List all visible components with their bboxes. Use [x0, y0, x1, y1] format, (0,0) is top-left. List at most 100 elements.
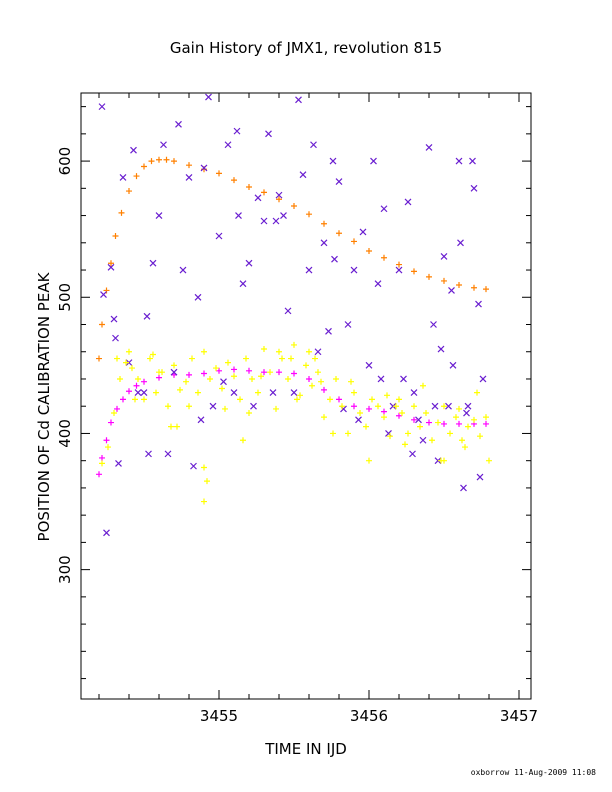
data-point [365, 361, 373, 369]
data-point [396, 396, 402, 403]
data-point [410, 389, 418, 397]
data-point [305, 266, 313, 274]
data-point [107, 263, 115, 271]
data-point [447, 430, 453, 437]
data-point [115, 459, 122, 467]
data-point [246, 183, 252, 190]
data-point [177, 386, 183, 393]
data-point [460, 484, 467, 492]
data-point [175, 120, 182, 128]
data-point [288, 355, 294, 362]
data-point [155, 212, 163, 219]
data-point [216, 170, 222, 177]
data-point [190, 462, 197, 470]
data-point [246, 410, 252, 417]
x-axis-label: TIME IN IJD [264, 740, 347, 758]
data-point [462, 444, 468, 451]
data-point [216, 367, 222, 374]
data-point [96, 355, 102, 362]
data-point [294, 396, 300, 403]
data-point [339, 403, 345, 410]
data-point [384, 392, 390, 399]
data-point [295, 96, 302, 104]
data-point [291, 370, 297, 377]
data-point [99, 454, 105, 461]
data-point [370, 157, 377, 165]
data-point [235, 212, 242, 219]
data-point [108, 419, 114, 426]
data-point [306, 211, 312, 218]
data-point [336, 396, 342, 403]
data-point [456, 282, 462, 289]
data-point [147, 355, 153, 362]
data-point [260, 217, 268, 225]
data-point [445, 402, 452, 410]
data-point [204, 478, 210, 485]
data-point [430, 321, 437, 328]
data-point [195, 389, 201, 396]
data-point [250, 402, 257, 410]
data-point [400, 375, 407, 383]
data-point [415, 416, 422, 424]
data-point [366, 405, 372, 412]
data-point [395, 266, 403, 274]
data-point [396, 261, 402, 268]
data-point [463, 409, 470, 417]
data-point [148, 158, 155, 165]
data-point [130, 146, 137, 154]
data-point [233, 127, 241, 135]
data-point [464, 402, 472, 410]
data-point [327, 396, 333, 403]
plot-marks [96, 93, 492, 537]
data-point [261, 369, 267, 376]
data-point [440, 252, 448, 260]
data-point [168, 423, 174, 430]
data-point [255, 389, 261, 396]
data-point [272, 217, 280, 225]
data-point [273, 405, 279, 412]
data-point [100, 291, 107, 298]
data-point [150, 351, 156, 358]
data-point [291, 203, 297, 210]
data-point [448, 287, 455, 294]
data-point [402, 441, 408, 448]
data-point [350, 266, 358, 274]
data-point [321, 220, 327, 227]
data-point [455, 157, 463, 165]
data-point [419, 436, 427, 444]
data-point [483, 286, 489, 293]
data-point [318, 378, 324, 385]
y-tick-label: 400 [56, 419, 74, 448]
series-1 [96, 156, 489, 362]
data-point [141, 396, 147, 403]
y-tick-label: 300 [56, 555, 74, 584]
data-point [344, 321, 352, 328]
series-4 [99, 341, 492, 505]
data-point [441, 277, 447, 284]
data-point [348, 378, 354, 385]
data-point [309, 382, 315, 389]
data-point [351, 389, 357, 396]
data-point [423, 410, 429, 417]
data-point [201, 464, 207, 471]
data-point [366, 457, 372, 464]
data-point [437, 345, 445, 353]
data-point [285, 375, 291, 382]
data-point [143, 312, 151, 320]
credit-text: oxborrow 11-Aug-2009 11:08 [471, 768, 596, 777]
data-point [310, 141, 317, 149]
data-point [108, 260, 114, 267]
data-point [261, 346, 267, 353]
data-point [359, 228, 367, 236]
data-point [171, 158, 177, 165]
data-point [103, 287, 110, 294]
data-point [133, 382, 140, 389]
data-point [399, 410, 405, 417]
data-point [201, 370, 207, 377]
data-point [377, 375, 385, 383]
data-point [483, 414, 489, 421]
data-point [405, 430, 411, 437]
data-point [336, 230, 342, 237]
data-point [387, 433, 393, 440]
